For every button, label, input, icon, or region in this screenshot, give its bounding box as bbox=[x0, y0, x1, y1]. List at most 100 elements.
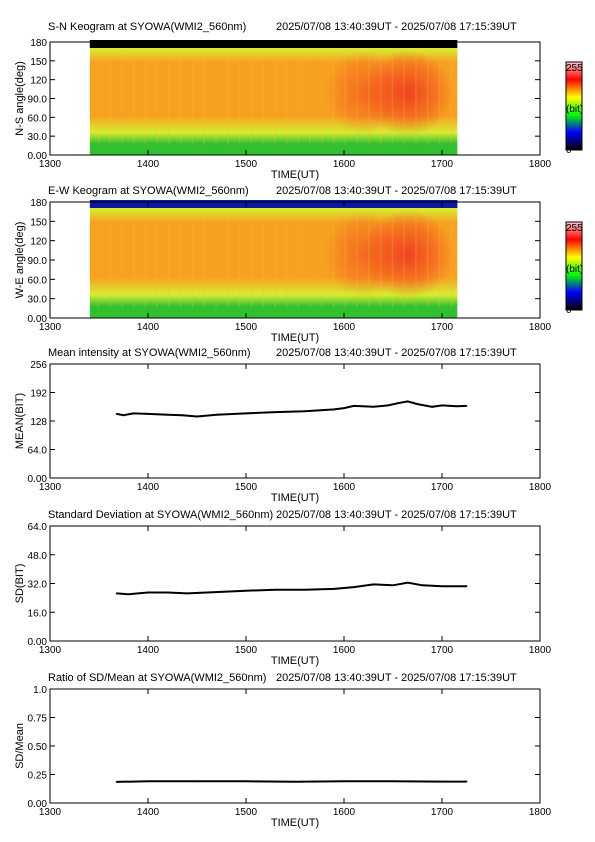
keogram-streak bbox=[356, 210, 358, 308]
data-point bbox=[132, 412, 135, 415]
y-tick-label: 0.00 bbox=[28, 474, 48, 485]
x-tick-label: 1300 bbox=[39, 807, 62, 818]
keogram-streak bbox=[121, 210, 123, 308]
y-tick-label: 64.0 bbox=[28, 446, 48, 457]
keogram-streak bbox=[450, 210, 452, 308]
y-tick-label: 90.0 bbox=[28, 256, 48, 267]
keogram-streak bbox=[156, 210, 158, 308]
y-axis-label: W-E angle(deg) bbox=[14, 222, 26, 299]
keogram-streak bbox=[297, 50, 300, 145]
y-tick-label: 0.25 bbox=[28, 771, 48, 782]
series-line bbox=[116, 780, 467, 783]
data-point bbox=[245, 780, 247, 783]
x-tick-label: 1800 bbox=[529, 322, 552, 333]
y-tick-label: 0.00 bbox=[28, 151, 48, 162]
data-point bbox=[274, 588, 277, 591]
x-tick-label: 1500 bbox=[235, 322, 258, 333]
x-tick-label: 1800 bbox=[529, 807, 552, 818]
data-point bbox=[441, 780, 443, 783]
data-point bbox=[406, 400, 409, 403]
colorbar bbox=[565, 61, 583, 151]
keogram-streak bbox=[250, 210, 253, 308]
x-tick-label: 1600 bbox=[333, 159, 356, 170]
series-line bbox=[116, 581, 467, 596]
data-point bbox=[225, 590, 228, 593]
keogram-streak bbox=[227, 210, 229, 308]
y-axis-label: SD/Mean bbox=[14, 723, 26, 769]
x-tick-label: 1500 bbox=[235, 807, 258, 818]
keogram-streak bbox=[238, 210, 241, 308]
plot-frame bbox=[49, 525, 541, 642]
y-tick-label: 60.0 bbox=[28, 113, 48, 124]
data-point bbox=[186, 592, 189, 595]
keogram-streak bbox=[403, 50, 405, 145]
keogram-streak bbox=[191, 50, 194, 145]
time-range-label: 2025/07/08 13:40:39UT - 2025/07/08 17:15… bbox=[276, 509, 517, 521]
keogram-streak bbox=[379, 210, 382, 308]
data-point bbox=[196, 415, 198, 418]
keogram-streak bbox=[438, 50, 441, 145]
keogram-streak bbox=[97, 210, 100, 308]
data-point bbox=[343, 407, 345, 409]
keogram-streak bbox=[309, 50, 311, 145]
data-point bbox=[392, 780, 394, 783]
y-tick-label: 180 bbox=[30, 38, 47, 49]
x-tick-label: 1600 bbox=[333, 807, 356, 818]
x-tick-label: 1400 bbox=[137, 645, 160, 656]
chart-panel-2: E-W Keogram at SYOWA(WMI2_560nm) 2025/07/… bbox=[14, 185, 583, 344]
keogram-streak bbox=[344, 50, 347, 145]
data-point bbox=[115, 592, 118, 595]
keogram-streak bbox=[403, 210, 405, 308]
data-point bbox=[416, 403, 419, 405]
keogram-streak bbox=[309, 210, 311, 308]
data-point bbox=[441, 404, 443, 407]
colorbar-unit-label: (bit) bbox=[566, 104, 583, 115]
data-point bbox=[122, 414, 125, 417]
chart-title: Ratio of SD/Mean at SYOWA(WMI2_560nm) bbox=[48, 672, 266, 684]
x-tick-label: 1700 bbox=[431, 807, 454, 818]
plot-frame bbox=[49, 688, 541, 804]
y-tick-label: 180 bbox=[30, 198, 47, 209]
keogram-top-band bbox=[89, 40, 458, 48]
x-tick-label: 1500 bbox=[235, 159, 258, 170]
x-axis-label: TIME(UT) bbox=[271, 169, 319, 181]
x-tick-label: 1500 bbox=[235, 482, 258, 493]
chart-panel-5: Ratio of SD/Mean at SYOWA(WMI2_560nm) 202… bbox=[14, 672, 552, 829]
x-tick-label: 1400 bbox=[137, 322, 160, 333]
data-point bbox=[115, 781, 118, 783]
y-tick-label: 30.0 bbox=[28, 132, 48, 143]
y-tick-label: 0.00 bbox=[28, 314, 48, 325]
keogram-streak bbox=[274, 210, 276, 308]
y-tick-label: 90.0 bbox=[28, 95, 48, 106]
keogram-streak bbox=[356, 50, 358, 145]
time-range-label: 2025/07/08 13:40:39UT - 2025/07/08 17:15… bbox=[276, 672, 517, 684]
y-tick-label: 192 bbox=[30, 389, 47, 400]
keogram-streak bbox=[332, 50, 335, 145]
y-tick-label: 256 bbox=[30, 360, 47, 371]
data-point bbox=[205, 591, 208, 594]
y-tick-label: 128 bbox=[30, 417, 47, 428]
keogram-hotspot bbox=[361, 210, 454, 299]
x-tick-label: 1600 bbox=[333, 645, 356, 656]
x-tick-label: 1700 bbox=[431, 322, 454, 333]
data-point bbox=[274, 411, 277, 413]
keogram-streak bbox=[227, 50, 229, 145]
data-point bbox=[215, 413, 218, 416]
keogram-streak bbox=[121, 50, 123, 145]
keogram-streak bbox=[262, 210, 264, 308]
y-tick-label: 120 bbox=[30, 237, 47, 248]
y-tick-label: 48.0 bbox=[28, 551, 48, 562]
colorbar-min-label: 0 bbox=[566, 305, 572, 316]
series-line bbox=[116, 400, 467, 418]
y-tick-label: 1.0 bbox=[33, 685, 47, 696]
x-tick-label: 1400 bbox=[137, 159, 160, 170]
keogram-streak bbox=[179, 50, 182, 145]
keogram-streak bbox=[379, 50, 382, 145]
keogram-streak bbox=[250, 50, 253, 145]
data-point bbox=[245, 412, 247, 415]
x-axis-label: TIME(UT) bbox=[271, 492, 319, 504]
keogram-streak bbox=[391, 210, 394, 308]
keogram-streak bbox=[132, 50, 135, 145]
keogram-streak bbox=[415, 210, 417, 308]
keogram-streak bbox=[450, 50, 452, 145]
